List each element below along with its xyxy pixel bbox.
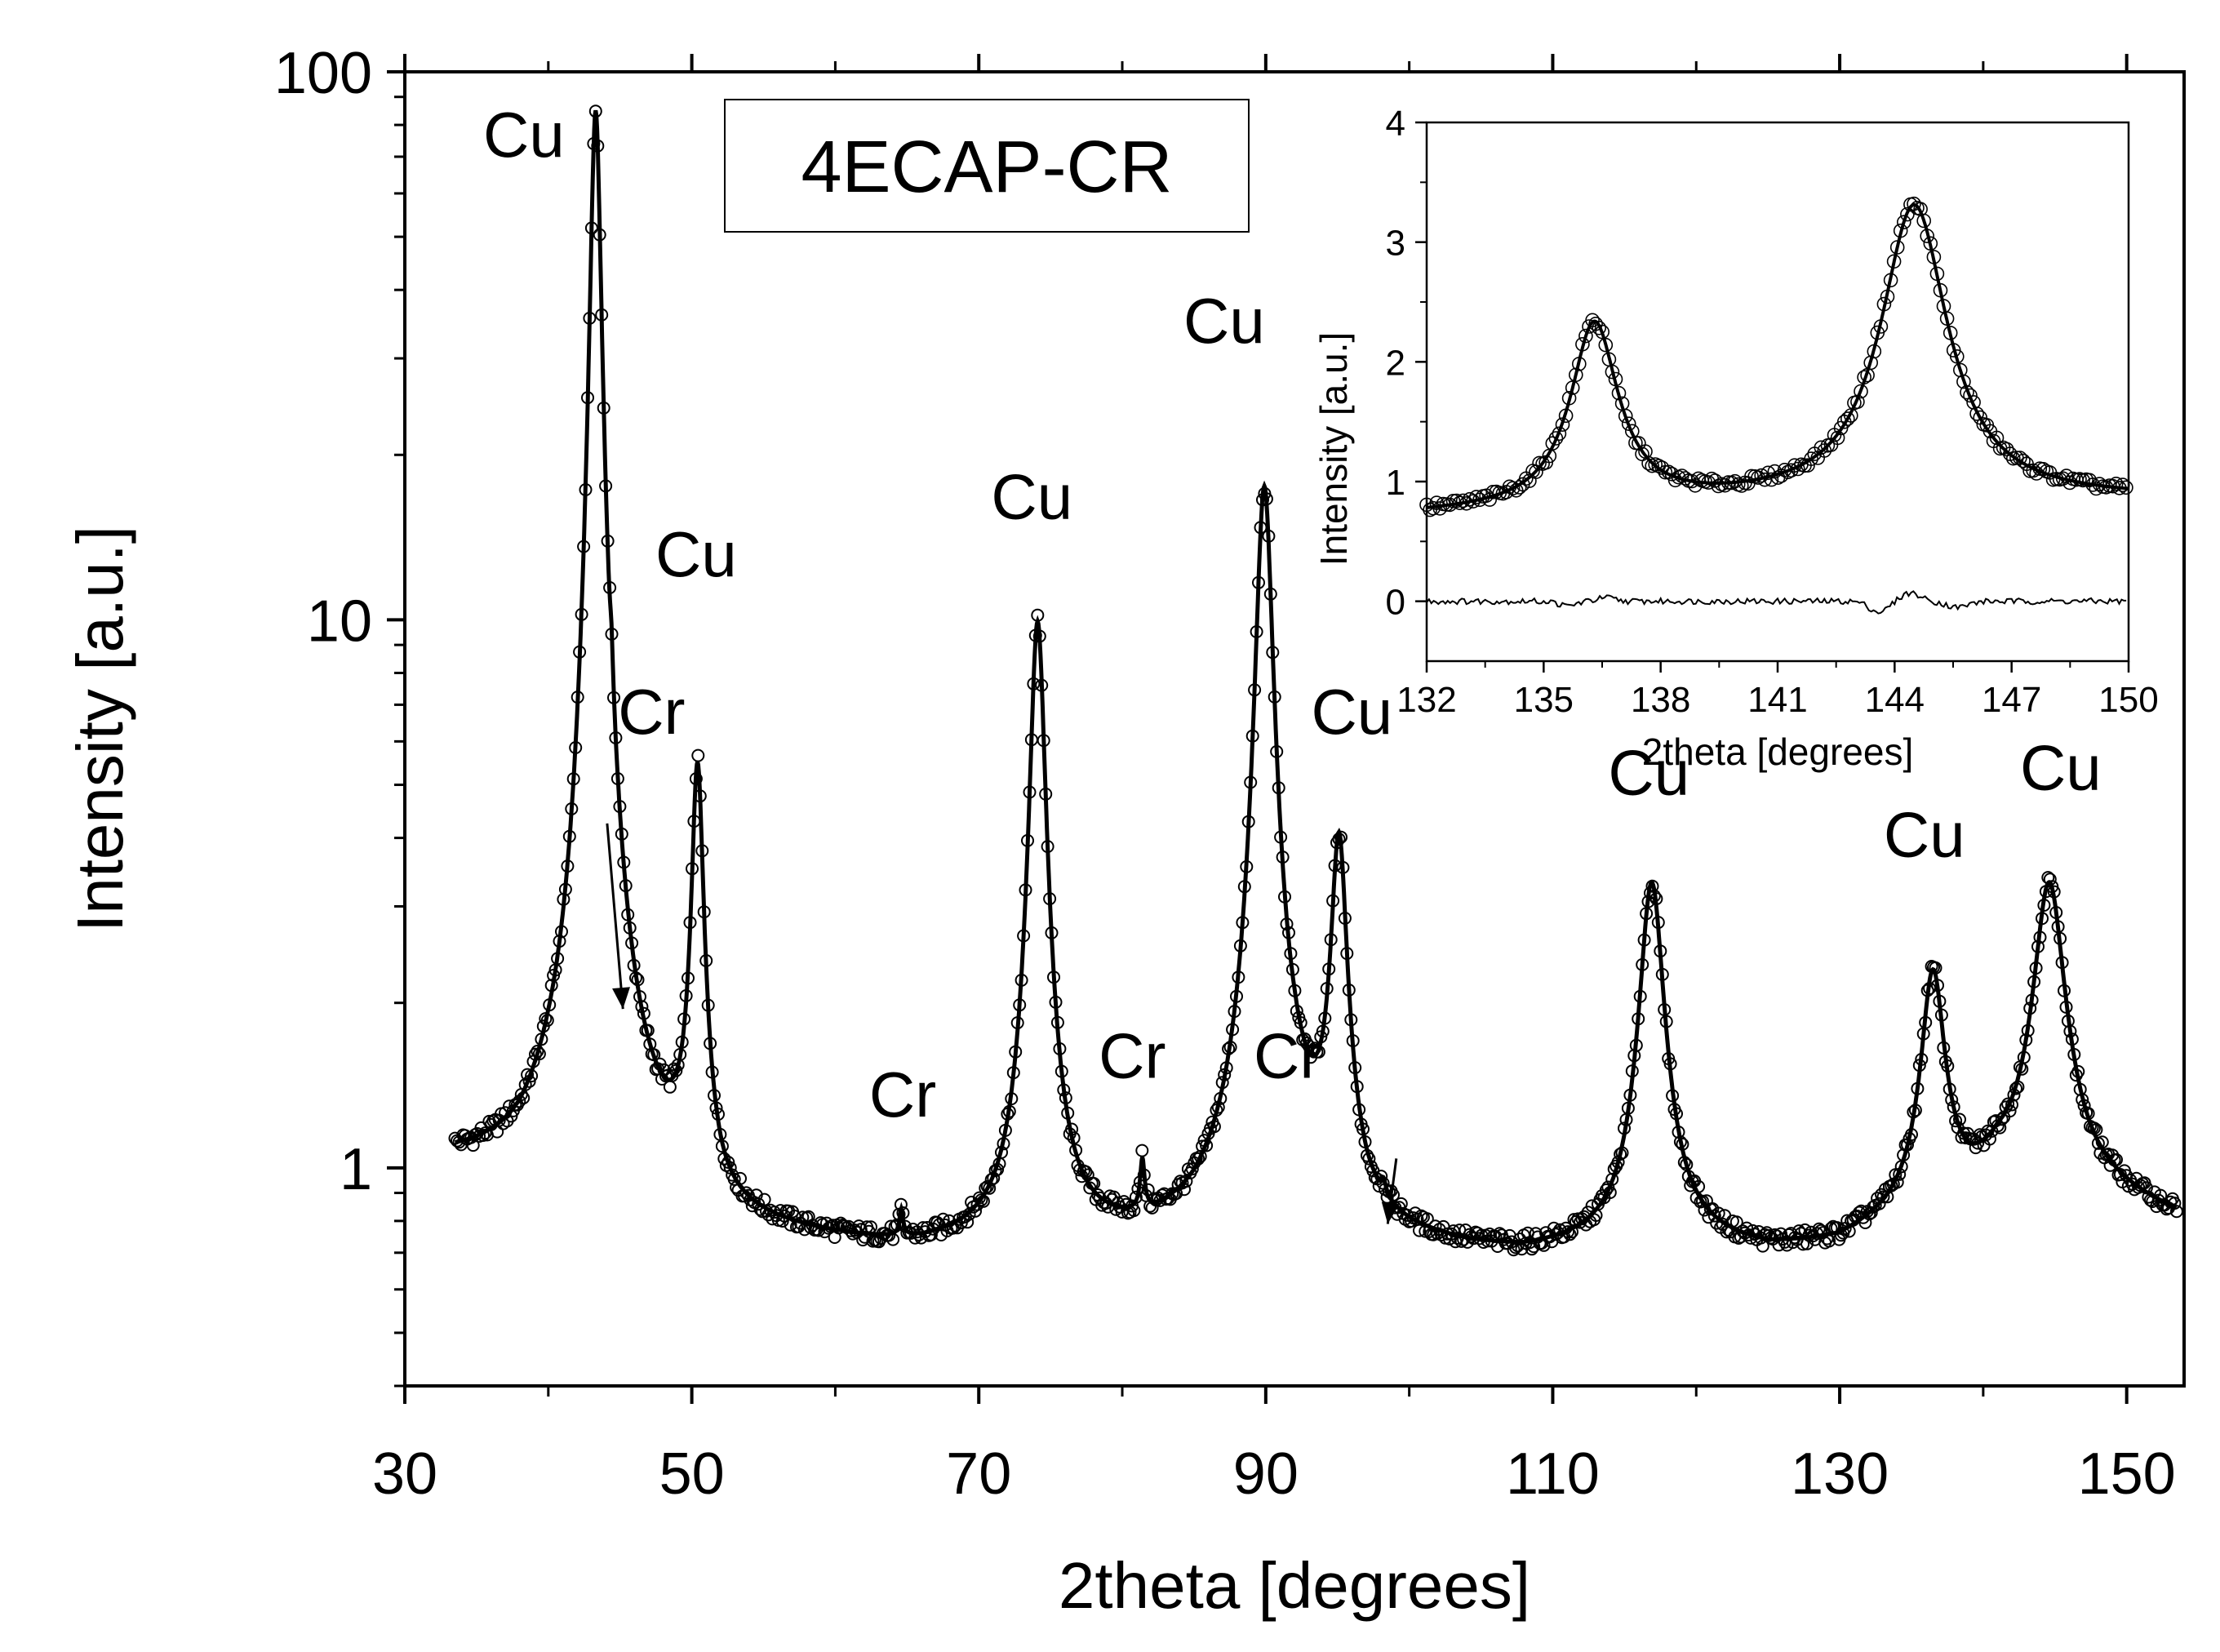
inset-x-tick-label: 132 bbox=[1396, 680, 1456, 720]
data-point bbox=[723, 1161, 737, 1175]
inset-x-tick-label: 147 bbox=[1982, 680, 2041, 720]
peak-label-cu: Cu bbox=[2020, 731, 2102, 803]
data-point bbox=[1413, 1223, 1426, 1237]
data-point bbox=[739, 1186, 753, 1200]
inset-data-point bbox=[1963, 388, 1978, 403]
data-point bbox=[1179, 1175, 1193, 1188]
peak-annotations: Cu Cu Cr Cr Cu Cr Cu Cr Cu Cu Cu Cu bbox=[483, 99, 2102, 1130]
inset-data-point bbox=[2108, 476, 2124, 491]
inset-y-tick-label: 3 bbox=[1386, 224, 1405, 264]
inset-y-axis-label: Intensity [a.u.] bbox=[1312, 332, 1355, 566]
inset-x-axis-label: 2theta [degrees] bbox=[1642, 731, 1913, 773]
inset-data-point bbox=[1578, 328, 1593, 344]
inset-axis-ticks: 132 135 138 141 144 147 150 0 1 2 3 4 bbox=[1386, 104, 2159, 720]
inset-x-tick-label: 135 bbox=[1514, 680, 1574, 720]
inset-data-point bbox=[1618, 408, 1633, 424]
peak-label-cu: Cu bbox=[1183, 285, 1265, 357]
inset-difference-curve bbox=[1426, 590, 2127, 615]
data-point bbox=[1864, 1206, 1878, 1219]
peak-label-cu: Cu bbox=[655, 518, 737, 590]
main-y-axis-label: Intensity [a.u.] bbox=[64, 526, 136, 932]
data-point bbox=[1193, 1149, 1207, 1163]
x-tick-label: 50 bbox=[659, 1441, 725, 1507]
inset-data-point bbox=[1505, 481, 1521, 496]
inset-data-point bbox=[1897, 215, 1911, 230]
inset-x-tick-label: 141 bbox=[1747, 680, 1807, 720]
peak-label-cr: Cr bbox=[1099, 1019, 1166, 1091]
peak-label-cr: Cr bbox=[869, 1059, 936, 1130]
x-tick-label: 70 bbox=[946, 1441, 1011, 1507]
y-tick-label: 10 bbox=[307, 588, 372, 654]
sample-label-box bbox=[724, 99, 1250, 233]
inset-y-tick-label: 2 bbox=[1386, 343, 1405, 383]
inset-data-point bbox=[1854, 384, 1868, 399]
main-fit-curve bbox=[454, 109, 2178, 1245]
arrow-line bbox=[606, 823, 624, 1010]
data-point bbox=[1762, 1228, 1776, 1242]
inset-data-point bbox=[1548, 431, 1564, 446]
sample-label: 4ECAP-CR bbox=[801, 127, 1172, 208]
peak-label-cu: Cu bbox=[1884, 798, 1965, 870]
data-point bbox=[961, 1215, 975, 1229]
data-point bbox=[1995, 1112, 2009, 1126]
inset-fit-curve bbox=[1426, 202, 2129, 509]
peak-label-cu: Cu bbox=[991, 460, 1072, 532]
peak-arrows bbox=[606, 823, 1400, 1224]
data-point bbox=[1507, 1243, 1521, 1257]
inset-fit-line bbox=[1426, 202, 2129, 509]
arrow-head bbox=[612, 987, 630, 1010]
inset-data-point bbox=[1804, 451, 1818, 466]
inset-data-points bbox=[1419, 196, 2133, 517]
inset-data-point bbox=[1900, 206, 1915, 222]
inset-background bbox=[1427, 122, 2129, 661]
y-tick-label: 100 bbox=[274, 41, 372, 106]
inset-data-point bbox=[1764, 472, 1779, 487]
peak-label-cu: Cu bbox=[1608, 736, 1689, 808]
inset-difference-line bbox=[1426, 590, 2127, 615]
inset-data-point bbox=[2089, 481, 2104, 496]
inset-x-tick-label: 138 bbox=[1631, 680, 1690, 720]
x-tick-label: 130 bbox=[1791, 1441, 1889, 1507]
inset-data-point bbox=[1989, 430, 2005, 446]
inset-x-tick-label: 150 bbox=[2098, 680, 2158, 720]
x-tick-label: 110 bbox=[1506, 1441, 1600, 1507]
inset-data-point bbox=[1711, 478, 1726, 494]
x-tick-label: 30 bbox=[372, 1441, 437, 1507]
inset-data-point bbox=[1734, 478, 1749, 493]
data-point bbox=[1872, 1197, 1886, 1210]
arrow-head bbox=[1381, 1201, 1400, 1224]
data-point bbox=[2169, 1205, 2183, 1219]
inset-data-point bbox=[1641, 455, 1656, 471]
inset-data-point bbox=[1969, 406, 1984, 421]
inset-x-tick-label: 144 bbox=[1865, 680, 1925, 720]
peak-label-cu: Cu bbox=[483, 99, 565, 171]
data-point bbox=[1863, 1207, 1876, 1221]
inset-data-point bbox=[1840, 411, 1855, 426]
y-tick-label: 1 bbox=[340, 1137, 372, 1202]
inset-data-point bbox=[1966, 395, 1981, 410]
data-point bbox=[975, 1193, 988, 1207]
peak-label-cr: Cr bbox=[1254, 1019, 1321, 1091]
inset-y-tick-label: 0 bbox=[1386, 583, 1405, 623]
peak-label-cr: Cr bbox=[618, 676, 685, 748]
inset-data-point bbox=[1592, 320, 1606, 335]
peak-label-cu: Cu bbox=[1311, 676, 1392, 748]
data-point bbox=[1696, 1194, 1709, 1208]
inset-y-tick-label: 4 bbox=[1386, 104, 1405, 144]
inset-y-tick-label: 1 bbox=[1386, 463, 1405, 503]
inset-data-point bbox=[1621, 416, 1636, 432]
inset-data-point bbox=[2059, 469, 2074, 483]
inset-data-point bbox=[1469, 490, 1484, 504]
main-plot-frame bbox=[403, 70, 2186, 1388]
main-fit-line bbox=[454, 109, 2178, 1245]
x-tick-label: 90 bbox=[1233, 1441, 1299, 1507]
main-x-axis-label: 2theta [degrees] bbox=[1059, 1549, 1530, 1622]
data-point bbox=[1135, 1144, 1149, 1157]
x-tick-label: 150 bbox=[2078, 1441, 2176, 1507]
data-point bbox=[1876, 1190, 1890, 1204]
inset-data-point bbox=[1916, 213, 1931, 229]
